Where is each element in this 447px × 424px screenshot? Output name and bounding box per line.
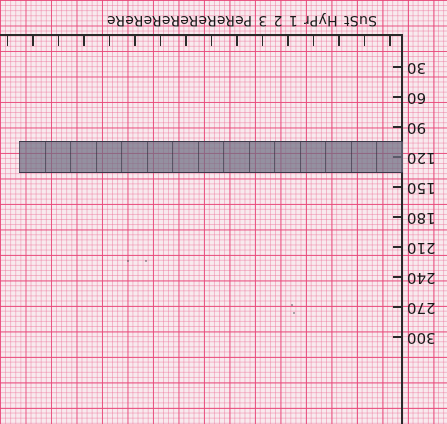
axis-label: 30: [407, 59, 427, 77]
band-divider: [249, 142, 250, 172]
header-tick: [109, 34, 111, 46]
header-tick: [211, 34, 213, 46]
header-label-2: 2: [273, 12, 283, 28]
axis-label: 180: [407, 209, 436, 227]
axis-tick: [393, 276, 403, 278]
header-label-sust: SuSt: [343, 12, 377, 28]
header-tick: [313, 34, 315, 46]
band-divider: [96, 142, 97, 172]
axis-tick: [393, 336, 403, 338]
highlight-band: [19, 141, 403, 173]
header-tick: [364, 34, 366, 46]
axis-tick: [393, 96, 403, 98]
speck: [293, 312, 295, 314]
header-tick: [236, 34, 238, 46]
header-label-pere: PeReReReReReReRe: [106, 12, 253, 28]
band-divider: [376, 142, 378, 172]
band-divider: [274, 142, 276, 172]
header-tick: [262, 34, 264, 46]
band-divider: [198, 142, 199, 172]
axis-label: 60: [407, 89, 427, 107]
band-divider: [70, 142, 72, 172]
speck: [145, 260, 147, 262]
speck: [127, 260, 129, 262]
header-tick: [58, 34, 60, 46]
band-divider: [19, 142, 21, 172]
axis-tick: [393, 66, 403, 68]
axis-label: 150: [407, 179, 436, 197]
axis-label: 270: [407, 299, 436, 317]
header-tick: [389, 34, 391, 46]
axis-label: 240: [407, 269, 436, 287]
axis-tick: [393, 126, 403, 128]
band-divider: [351, 142, 352, 172]
axis-tick: [393, 306, 403, 308]
speck: [291, 304, 293, 306]
band-divider: [325, 142, 327, 172]
header-tick: [287, 34, 289, 46]
header-tick: [83, 34, 85, 46]
axis-tick: [393, 186, 403, 188]
axis-label: 300: [407, 329, 436, 347]
header-tick: [32, 34, 34, 46]
axis-label: 120: [407, 149, 436, 167]
header-rule: [0, 34, 403, 36]
band-divider: [223, 142, 225, 172]
axis-line: [401, 34, 403, 424]
axis-label: 210: [407, 239, 436, 257]
axis-label: 90: [407, 119, 427, 137]
band-divider: [172, 142, 174, 172]
axis-tick: [393, 216, 403, 218]
header-label-1: 1: [288, 12, 298, 28]
header-tick: [7, 34, 9, 46]
header-label-hypr: HyPr: [303, 12, 338, 28]
header-tick: [185, 34, 187, 46]
header-tick: [338, 34, 340, 46]
header-tick: [160, 34, 162, 46]
header-label-3: 3: [258, 12, 268, 28]
band-divider: [147, 142, 148, 172]
band-divider: [300, 142, 301, 172]
axis-tick: [393, 246, 403, 248]
header-labels: SuSt HyPr 1 2 3 PeReReReReReReRe: [0, 8, 377, 32]
header-tick: [134, 34, 136, 46]
band-divider: [121, 142, 123, 172]
band-divider: [45, 142, 46, 172]
